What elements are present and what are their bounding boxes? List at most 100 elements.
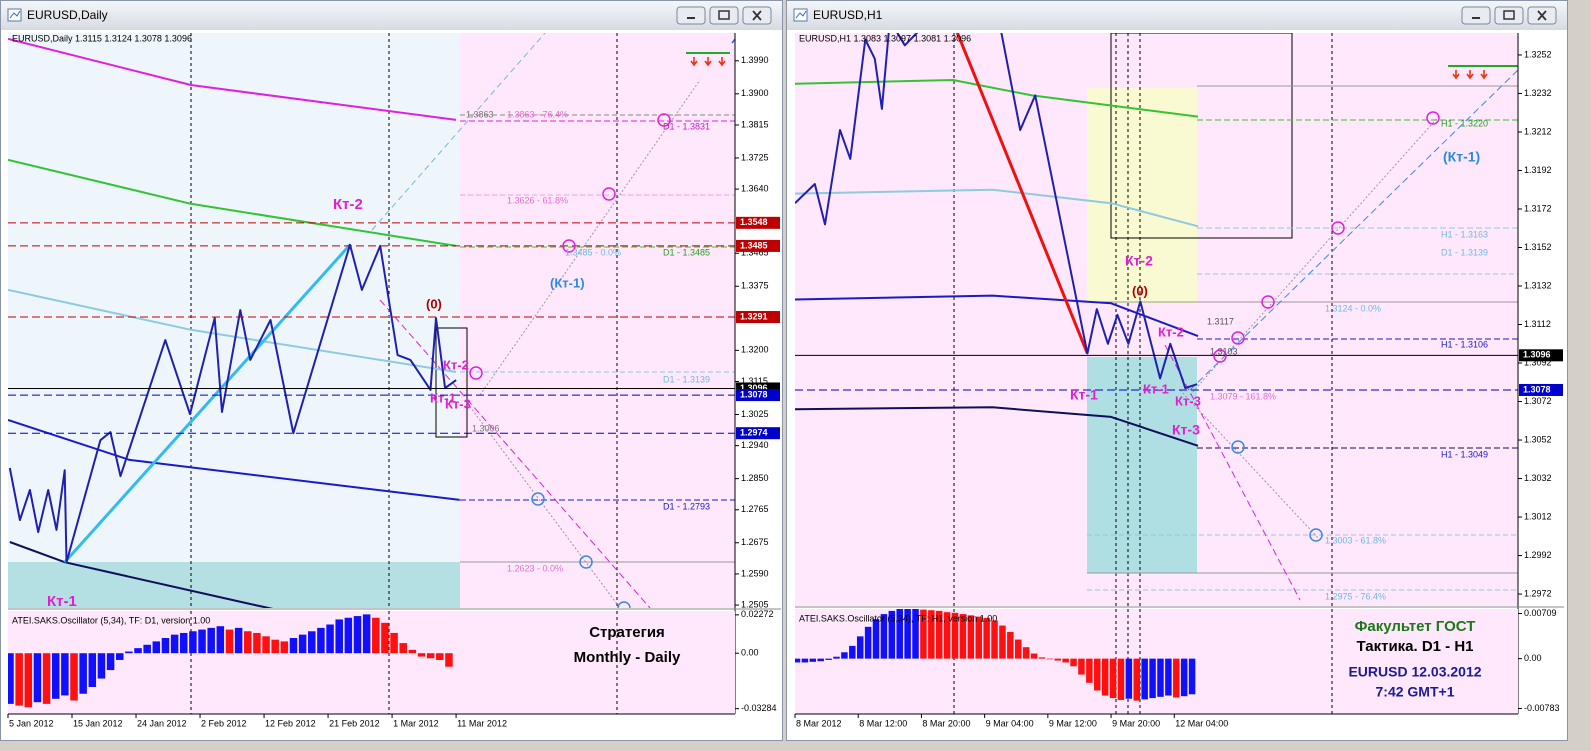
- oscillator-bar: [143, 644, 151, 654]
- y-tick-label: 1.3172: [1524, 203, 1552, 213]
- right-strip: [1568, 0, 1591, 751]
- marker-circle: [469, 366, 483, 380]
- annotation: Кт-1: [1143, 381, 1169, 396]
- price-label: 1.3485: [740, 240, 768, 250]
- price-line: [9, 541, 274, 608]
- oscillator-bar: [935, 610, 943, 659]
- marker-circle: [562, 239, 576, 253]
- price-label: 1.3291: [740, 311, 768, 321]
- oscillator-bar: [809, 658, 817, 662]
- price-line: [63, 243, 352, 564]
- oscillator-bar: [1086, 658, 1093, 683]
- oscillator-bar: [951, 612, 959, 659]
- oscillator-bar: [1180, 658, 1188, 697]
- maximize-button[interactable]: [709, 6, 739, 25]
- maximize-icon: [718, 10, 730, 20]
- oscillator-bar: [280, 641, 289, 654]
- x-tick-label: 8 Mar 12:00: [859, 718, 907, 728]
- oscillator-bar: [170, 634, 179, 654]
- oscillator-bar: [372, 617, 380, 654]
- note: Тактика. D1 - H1: [1356, 638, 1473, 655]
- oscillator-bar: [244, 631, 252, 654]
- window-icon: [7, 8, 22, 22]
- y-tick-label: 1.3725: [741, 152, 769, 162]
- oscillator-bar: [134, 648, 142, 654]
- oscillator-bar: [179, 632, 188, 654]
- maximize-icon: [1503, 10, 1515, 20]
- price-label-box: [736, 389, 780, 402]
- oscillator-bar: [125, 651, 133, 654]
- marker-circle: [1231, 440, 1245, 454]
- trend-line: [379, 299, 651, 608]
- annotation: Кт-3: [445, 396, 471, 411]
- price-line: [795, 406, 1199, 447]
- oscillator-bar: [1188, 658, 1196, 695]
- oscillator-bar: [417, 653, 426, 657]
- y-tick-label: 1.2505: [741, 599, 769, 609]
- oscillator-bar: [61, 653, 69, 696]
- marker-circle: [579, 555, 593, 569]
- title-bar: [1, 1, 782, 30]
- price-line: [8, 288, 457, 373]
- oscillator-bar: [1149, 658, 1156, 699]
- marker-circle: [657, 113, 671, 127]
- chart-window: EURUSD,Daily 1.3863 1.3863 - 76.4% D1 - 1.3…: [0, 0, 783, 741]
- oscillator-bar: [1007, 631, 1014, 659]
- oscillator-bar: [1078, 658, 1085, 675]
- oscillator-bar: [1109, 658, 1117, 699]
- oscillator-bar: [1101, 658, 1109, 696]
- annotation: 1.2975 - 76.4%: [1325, 591, 1386, 601]
- annotation: 1.3006: [472, 423, 500, 433]
- x-tick-label: 8 Mar 2012: [796, 718, 842, 728]
- oscillator-bar: [959, 614, 967, 659]
- price-label-box: [1519, 383, 1563, 396]
- price-line: [795, 188, 1199, 228]
- oscillator-bar: [825, 658, 832, 660]
- note: Стратегия: [589, 624, 665, 641]
- price-line: [8, 243, 457, 564]
- oscillator-bar: [381, 622, 389, 654]
- oscillator-bar: [817, 658, 824, 662]
- oscillator-bar: [308, 631, 316, 654]
- annotation: 1.3863: [466, 109, 494, 119]
- oscillator-bar: [234, 627, 243, 654]
- plot-background: [8, 33, 460, 608]
- annotation: (0): [426, 296, 442, 311]
- oscillator-bar: [198, 629, 206, 654]
- oscillator-background: [8, 611, 735, 714]
- annotation: D1 - 1.3139: [663, 374, 710, 384]
- oscillator-bar: [298, 634, 307, 654]
- oscillator-bar: [207, 627, 215, 654]
- y-tick-label: 1.3152: [1524, 242, 1552, 252]
- y-tick-label: 0.02272: [741, 609, 774, 619]
- annotation: H1 - 1.3106: [1441, 339, 1488, 349]
- oscillator-bar: [833, 656, 840, 659]
- oscillator-bar: [426, 653, 435, 659]
- y-tick-label: 1.3052: [1524, 434, 1552, 444]
- oscillator-bar: [1038, 657, 1046, 659]
- price-label: 1.3078: [1523, 384, 1551, 394]
- oscillator-bar: [33, 653, 42, 703]
- price-label-box: [736, 311, 780, 324]
- oscillator-bar: [1022, 647, 1030, 659]
- oscillator-bar: [928, 610, 935, 659]
- oscillator-bar: [1046, 658, 1054, 660]
- window-icon-line: [795, 10, 807, 19]
- y-tick-label: 1.3192: [1524, 165, 1552, 175]
- close-icon: [752, 10, 762, 21]
- annotation: D1 - 1.3139: [1441, 247, 1488, 257]
- y-tick-label: 1.3465: [741, 248, 769, 258]
- minimize-button[interactable]: [676, 6, 706, 25]
- minimize-button[interactable]: [1461, 6, 1491, 25]
- marker-circle: [1331, 221, 1345, 235]
- y-tick-label: 1.3815: [741, 119, 769, 129]
- annotation: D1 - 1.3485: [663, 247, 710, 257]
- oscillator-bar: [15, 653, 23, 706]
- maximize-button[interactable]: [1494, 6, 1524, 25]
- annotation: 1.3485 - 0.0%: [565, 247, 621, 257]
- y-tick-label: -0.03284: [741, 703, 777, 713]
- note: EURUSD 12.03.2012: [1348, 664, 1481, 680]
- oscillator-bar: [399, 643, 407, 654]
